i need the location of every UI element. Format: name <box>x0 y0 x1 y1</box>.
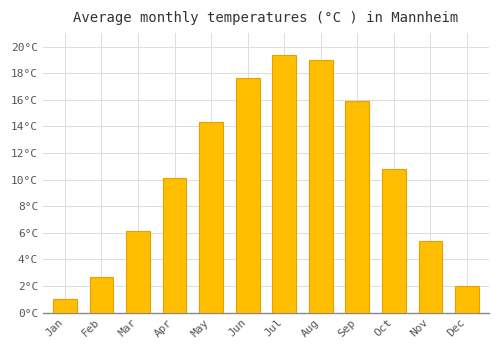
Bar <box>346 101 369 313</box>
Title: Average monthly temperatures (°C ) in Mannheim: Average monthly temperatures (°C ) in Ma… <box>74 11 458 25</box>
Bar <box>236 78 260 313</box>
Bar <box>126 231 150 313</box>
Bar <box>53 299 77 313</box>
Bar <box>382 169 406 313</box>
Bar <box>418 241 442 313</box>
Bar <box>309 60 332 313</box>
Bar <box>199 122 223 313</box>
Bar <box>162 178 186 313</box>
Bar <box>272 55 296 313</box>
Bar <box>90 277 114 313</box>
Bar <box>455 286 479 313</box>
